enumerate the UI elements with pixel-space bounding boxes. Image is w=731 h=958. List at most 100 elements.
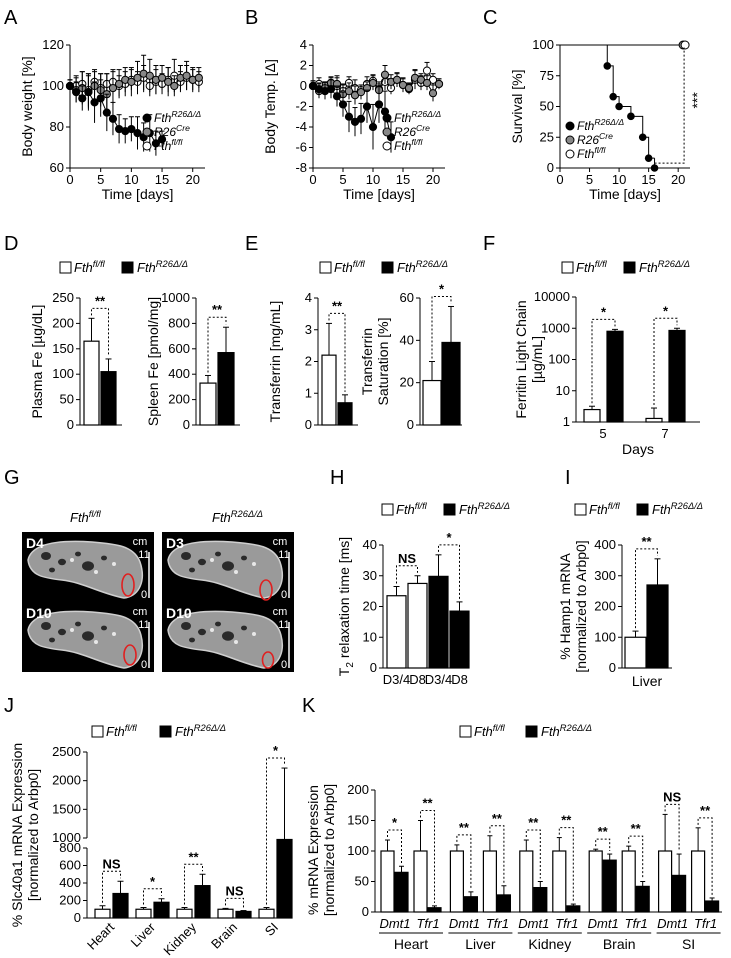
chart-E2-bar-flfl [422,379,442,426]
chart-A-point-del [127,124,136,134]
chart-B-point-cre [344,87,354,96]
chart-F-y-label-line2: [µg/mL] [529,336,545,383]
chart-J-bar-del [276,838,293,919]
chart-J-bar-flfl [176,908,193,919]
panel-label-D: D [4,233,18,255]
chart-C-x-tick-label: 0 [556,172,563,187]
legend-D-label-flfl: Fthfl/fl [74,259,106,275]
chart-D1-bar-del [100,371,117,426]
chart-A-legend-marker-flfl [142,141,152,151]
chart-C-sig-label: *** [689,92,705,109]
chart-K-bar-flfl [690,850,706,913]
chart-I-y-tick-label: 400 [594,537,616,552]
mri-tile-del-early-roi-outline [259,579,273,601]
chart-E2-y-label-line2: Saturation [%] [375,318,391,406]
chart-D2-sig-label: ** [212,302,223,317]
panel-label-J: J [4,695,14,717]
chart-C-legend-marker-flfl [565,149,575,159]
chart-K-bar-del [463,896,478,913]
chart-K-group-label: SI [682,936,695,952]
chart-K-subcat-label: Tfr1 [555,916,578,931]
legend-E-swatch-flfl [319,261,332,274]
chart-K: Fthfl/fl FthR26Δ/Δ 0 50 100 150 200 * Dmt1 ** Tfr1… [305,723,722,952]
chart-K-y-label-line1: % mRNA Expression [305,785,321,915]
chart-B-x-tick-label: 10 [366,172,380,187]
chart-D2: 0 200 400 600 800 1000 ** Spleen Fe [pmol/mg] [145,290,240,432]
mri-tile-flfl-late-day-label: D10 [26,605,52,621]
panel-label-I: I [565,467,571,489]
chart-A-point-cre [127,77,136,87]
legend-K: Fthfl/fl FthR26Δ/Δ [459,723,592,739]
chart-B-legend-marker-cre [382,127,392,137]
chart-J-x-tick-label: Liver [128,919,159,950]
panel-label-E: E [245,233,258,255]
chart-D2-y-tick-label: 0 [183,417,190,432]
chart-J-bar-flfl [94,908,111,919]
mri-tile-del-late-vessel [198,628,206,636]
mri-tile-del-early-bright-spot [252,562,256,566]
legend-E-label-del: FthR26Δ/Δ [397,259,448,275]
chart-B-x-tick-label: 15 [396,172,410,187]
mri-column-label-del: FthR26Δ/Δ [212,509,263,525]
chart-A-point-del [133,129,142,138]
chart-C-point-del [603,62,612,70]
chart-F-sig-label: * [601,304,607,319]
chart-D1-y-label: Plasma Fe [µg/dL] [29,305,45,419]
chart-K-sig-label: * [392,815,398,830]
chart-J-y-tick-label: 1500 [52,801,81,816]
chart-J-bar-flfl [217,908,234,919]
chart-H-bar-del [449,610,470,669]
mri-tile-del-early-vessel [241,555,247,561]
chart-I-sig-bracket [635,548,658,629]
chart-A-y-tick-label: 120 [42,37,64,52]
chart-K-bar-flfl [482,850,497,913]
chart-D2-y-tick-label: 600 [168,341,190,356]
chart-B-x-tick-label: 5 [339,172,346,187]
mri-tile-flfl-late-vessel [82,631,94,641]
chart-J-y-tick-label: 0 [74,910,81,925]
chart-F-y-tick-label: 10 [556,383,570,398]
legend-H-label-del: FthR26Δ/Δ [459,501,510,517]
chart-A-point-cre [194,73,203,82]
chart-A-point-del [102,108,111,117]
chart-E1-y-tick-label: 3 [305,322,312,337]
chart-B-point-cre [380,70,390,79]
chart-H-x-tick-label: D3/4 [383,672,410,687]
mri-tile-flfl-late-vessel [41,622,51,630]
chart-C-x-tick-label: 5 [586,172,593,187]
chart-K-sig-label: ** [561,813,572,828]
legend-D-swatch-flfl [59,261,72,274]
chart-B-y-tick-label: 4 [300,37,307,52]
chart-B-point-del [368,122,378,132]
chart-B-point-cre [434,79,444,89]
chart-B-point-flfl [422,66,432,75]
mri-tile-flfl-late-scale-bottom: 0 [141,659,147,671]
chart-E2-y-tick-label: 40 [400,332,414,347]
chart-J-bar-del [235,910,252,919]
chart-H-bar-del [428,575,449,669]
chart-A-point-del [84,88,93,97]
chart-E2-sig-bracket [431,295,452,359]
chart-J-x-tick-label: Kidney [160,919,199,958]
chart-K-bar-flfl [449,850,464,913]
legend-J-label-del: FthR26Δ/Δ [175,723,226,739]
legend-H-swatch-flfl [381,503,394,516]
chart-I-y-tick-label: 100 [594,629,616,644]
chart-B-point-del [344,112,354,121]
chart-B-x-tick-label: 20 [426,172,440,187]
chart-D1-y-tick-label: 100 [52,366,74,381]
mri-tile-del-early-vessel [189,567,195,573]
chart-C-legend-label-flfl: Fthfl/fl [577,145,606,161]
chart-E1-y-tick-label: 0 [305,417,312,432]
chart-K-sig-label: NS [663,789,681,804]
mri-tile-del-late-vessel [241,625,247,631]
legend-D-label-del: FthR26Δ/Δ [137,259,188,275]
chart-H-x-tick-label: D8 [451,672,468,687]
mri-tile-flfl-early-vessel [58,558,66,566]
chart-F-y-label-line1: Ferritin Light Chain [513,300,529,418]
panel-label-H: H [330,467,344,489]
chart-A-y-tick-label: 100 [42,78,64,93]
